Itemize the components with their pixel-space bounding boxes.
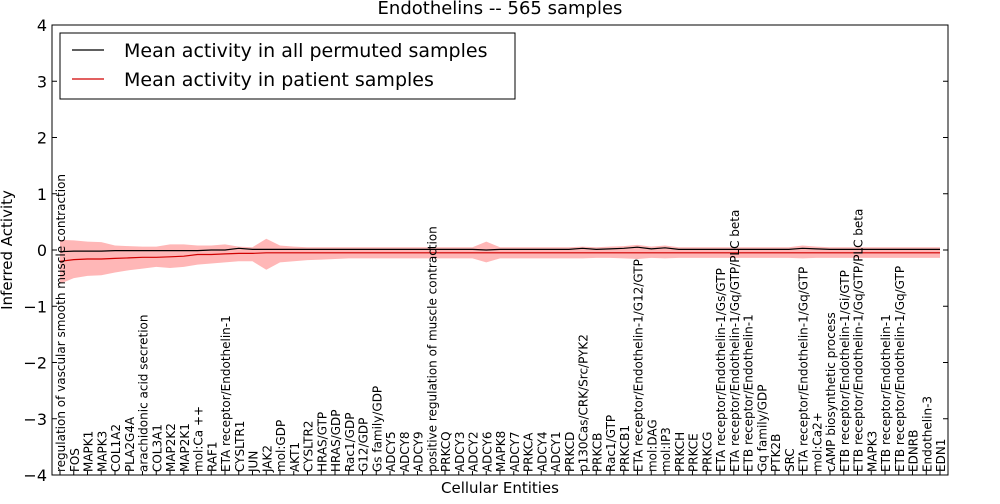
x-tick-label: JUN — [247, 451, 261, 473]
y-axis: −4 −3 −2 −1 0 1 2 3 4 — [23, 16, 948, 485]
x-axis-label: Cellular Entities — [441, 479, 559, 497]
x-tick-label: ADCY6 — [480, 431, 494, 472]
x-tick-label: ADCY7 — [508, 431, 522, 472]
x-tick-label: regulation of vascular smooth muscle con… — [54, 174, 68, 472]
x-tick-label: PRKCQ — [439, 431, 453, 472]
x-tick-label: JAK2 — [260, 445, 274, 473]
x-tick-label: HRAS/GTP — [315, 412, 329, 472]
x-tick-label: PRKCE — [687, 433, 701, 472]
legend: Mean activity in all permuted samples Me… — [59, 32, 516, 100]
x-tick-label: CYSLTR2 — [302, 421, 316, 472]
x-tick-label: ETB receptor/Endothelin-1 — [879, 314, 893, 472]
x-tick-label: ETA receptor/Endothelin-1 — [219, 315, 233, 472]
y-tick-label: −2 — [23, 354, 47, 373]
x-tick-label: p130Cas/CRK/Src/PYK2 — [577, 334, 591, 472]
x-tick-label: ETA receptor/Endothelin-1/Gq/GTP/PLC bet… — [728, 210, 742, 472]
x-tick-label: ETB receptor/Endothelin-1 — [742, 314, 756, 472]
y-tick-label: −4 — [23, 466, 47, 485]
x-tick-label: PRKCB1 — [618, 425, 632, 472]
x-tick-label: EDN1 — [934, 439, 948, 472]
y-axis-label: Inferred Activity — [0, 190, 16, 310]
x-tick-label: PTK2B — [769, 434, 783, 472]
x-tick-label: ADCY2 — [467, 431, 481, 472]
y-tick-label: 0 — [37, 241, 47, 260]
x-tick-label: PRKCH — [673, 432, 687, 472]
x-tick-label: ADCY5 — [384, 431, 398, 472]
x-tick-label: COL3A1 — [150, 424, 164, 472]
x-tick-label: PRKCD — [563, 432, 577, 472]
legend-label-permuted: Mean activity in all permuted samples — [124, 40, 487, 62]
x-tick-label: SRC — [783, 448, 797, 472]
x-axis: regulation of vascular smooth muscle con… — [54, 174, 948, 475]
x-tick-label: ETB receptor/Endothelin-1/Gi/GTP — [838, 270, 852, 472]
x-tick-label: ADCY8 — [398, 431, 412, 472]
x-tick-label: mol:Ca ++ — [192, 406, 206, 472]
patient-confidence-band — [60, 238, 940, 284]
x-tick-label: positive regulation of muscle contractio… — [425, 226, 439, 472]
x-tick-label: ADCY3 — [453, 431, 467, 472]
x-tick-label: ADCY9 — [412, 431, 426, 472]
x-tick-label: Rac1/GTP — [604, 415, 618, 472]
plot-area — [59, 238, 940, 284]
x-tick-label: mol:IP3 — [659, 427, 673, 472]
y-tick-label: −3 — [23, 410, 47, 429]
x-tick-label: MAP2K1 — [178, 423, 192, 472]
chart-title: Endothelins -- 565 samples — [378, 0, 623, 19]
x-tick-label: MAPK8 — [494, 431, 508, 472]
legend-label-patient: Mean activity in patient samples — [124, 69, 434, 91]
x-tick-label: mol:DAG — [645, 419, 659, 472]
x-tick-label: MAPK3 — [95, 431, 109, 472]
x-tick-label: Gq family/GDP — [755, 384, 769, 472]
x-tick-label: MAPK1 — [82, 431, 96, 472]
x-tick-label: Endothelin-3 — [920, 396, 934, 472]
x-tick-label: RAF1 — [205, 441, 219, 472]
x-tick-label: ETB receptor/Endothelin-1/Gq/GTP — [893, 266, 907, 472]
y-tick-label: 1 — [37, 185, 47, 204]
x-tick-label: AKT1 — [288, 442, 302, 472]
legend-box — [59, 32, 516, 100]
y-tick-label: 3 — [37, 72, 47, 91]
x-tick-label: mol:GDP — [274, 420, 288, 472]
x-tick-label: arachidonic acid secretion — [137, 315, 151, 472]
x-tick-label: HRAS/GDP — [329, 409, 343, 472]
x-tick-label: ADCY1 — [549, 431, 563, 472]
x-tick-label: PLA2G4A — [123, 416, 137, 472]
patient-mean-line — [59, 252, 940, 262]
y-tick-label: −1 — [23, 297, 47, 316]
x-tick-label: EDNRB — [907, 430, 921, 472]
x-tick-label: PRKCA — [522, 432, 536, 472]
x-tick-label: cAMP biosynthetic process — [824, 312, 838, 472]
x-tick-label: PRKCB — [590, 433, 604, 472]
y-tick-label: 4 — [37, 16, 47, 35]
x-tick-label: ETA receptor/Endothelin-1/G12/GTP — [632, 259, 646, 472]
x-tick-label: ETA receptor/Endothelin-1/Gq/GTP — [797, 267, 811, 472]
x-tick-label: ADCY4 — [535, 431, 549, 472]
y-tick-label: 2 — [37, 129, 47, 148]
x-tick-label: FOS — [68, 448, 82, 472]
x-tick-label: CYSLTR1 — [233, 421, 247, 472]
x-tick-label: MAPK3 — [865, 431, 879, 472]
x-tick-label: Gs family/GDP — [370, 386, 384, 472]
x-tick-label: ETB receptor/Endothelin-1/Gq/GTP/PLC bet… — [852, 209, 866, 472]
x-tick-label: ETA receptor/Endothelin-1/Gs/GTP — [714, 268, 728, 472]
x-tick-label: MAP2K2 — [164, 423, 178, 472]
x-tick-label: G12/GDP — [357, 418, 371, 472]
permuted-mean-line — [59, 246, 940, 253]
x-tick-label: mol:Ca2+ — [810, 412, 824, 472]
x-tick-label: PRKCG — [700, 432, 714, 472]
x-tick-label: Rac1/GDP — [343, 413, 357, 472]
x-tick-label: COL1A2 — [109, 424, 123, 472]
